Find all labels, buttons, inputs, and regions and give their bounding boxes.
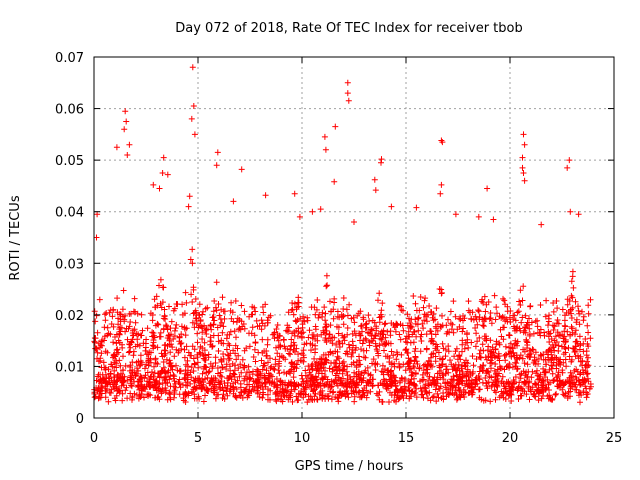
- y-tick-label: 0.04: [55, 206, 84, 221]
- y-tick-label: 0: [76, 412, 84, 427]
- axes: [93, 56, 615, 419]
- x-tick-label: 5: [194, 431, 202, 446]
- plot-frame: [93, 56, 615, 419]
- x-tick-label: 15: [398, 431, 415, 446]
- y-tick-label: 0.01: [55, 360, 84, 375]
- roti-point-markers: [91, 64, 594, 406]
- x-axis-label: GPS time / hours: [295, 459, 404, 474]
- x-tick-label: 0: [90, 431, 98, 446]
- y-tick-label: 0.02: [55, 309, 84, 324]
- tick-labels: 0 5 10 15 20 25 0 0.01 0.02 0.03 0.04 0.05 0.06 0.07: [55, 51, 622, 446]
- y-axis-label: ROTI / TECUs: [8, 195, 23, 280]
- chart-title: Day 072 of 2018, Rate Of TEC Index for r…: [175, 21, 522, 36]
- y-tick-label: 0.05: [55, 154, 84, 169]
- y-tick-label: 0.03: [55, 257, 84, 272]
- x-tick-label: 10: [294, 431, 311, 446]
- data-points: [91, 64, 594, 406]
- y-tick-label: 0.06: [55, 103, 84, 118]
- x-tick-label: 25: [606, 431, 623, 446]
- x-tick-label: 20: [502, 431, 519, 446]
- y-tick-label: 0.07: [55, 51, 84, 66]
